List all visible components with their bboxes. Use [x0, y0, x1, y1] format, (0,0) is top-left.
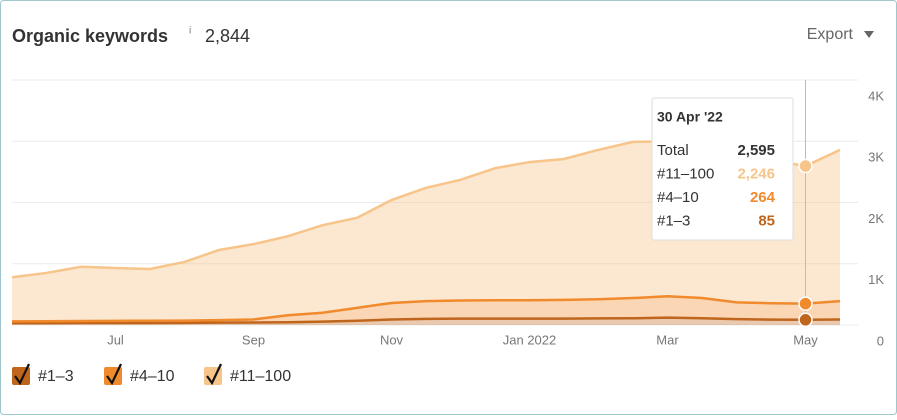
tooltip-value: 85: [758, 212, 775, 229]
series-line: [11, 294, 841, 323]
title: Organic keywords: [12, 26, 168, 46]
y-tick-label: 4K: [868, 88, 884, 103]
tooltip-date: 30 Apr '22: [657, 109, 723, 125]
hover-dot: [798, 312, 813, 328]
export-arrow[interactable]: [864, 31, 874, 38]
checkmark[interactable]: [206, 363, 222, 386]
legend-label[interactable]: #11–100: [230, 368, 291, 385]
tooltip-label: #4–10: [657, 189, 699, 206]
tooltip-label: #11–100: [657, 165, 714, 182]
tooltip-value: 2,595: [737, 142, 775, 159]
info-icon[interactable]: i: [189, 26, 191, 37]
x-tick-label: May: [793, 332, 818, 347]
keyword-count: 2,844: [205, 26, 250, 46]
x-tick-label: Jan 2022: [503, 332, 557, 347]
plot: 0 1K 2K 3K 4K Jul Sep Nov Jan 2022 Mar May 30 Apr '…: [11, 79, 884, 348]
tooltip-label: #1–3: [657, 212, 690, 229]
x-tick-label: Sep: [242, 332, 265, 347]
legend-item[interactable]: #11–100: [204, 363, 291, 386]
legend-item[interactable]: #4–10: [104, 363, 175, 386]
tooltip: [651, 97, 794, 241]
y-tick-label: 0: [877, 333, 884, 348]
hover-dot: [798, 158, 813, 174]
hover-dot: [798, 296, 813, 311]
x-tick-label: Jul: [107, 332, 124, 347]
area-fill: [12, 141, 840, 322]
export-button[interactable]: Export: [807, 26, 854, 43]
legend-item[interactable]: #1–3: [12, 363, 74, 386]
y-tick-label: 3K: [868, 150, 884, 165]
area-fill: [12, 296, 840, 324]
checkmark[interactable]: [106, 363, 122, 386]
series-line: [12, 316, 841, 325]
y-tick-label: 2K: [868, 211, 884, 226]
legend-label[interactable]: #1–3: [38, 368, 74, 385]
tooltip-label: Total: [657, 142, 689, 159]
y-tick-label: 1K: [868, 272, 884, 287]
x-tick-label: Nov: [380, 332, 404, 347]
checkmark[interactable]: [14, 363, 30, 386]
x-tick-label: Mar: [656, 332, 679, 347]
legend-label[interactable]: #4–10: [130, 368, 175, 385]
tooltip-value: 264: [750, 189, 776, 206]
tooltip-value: 2,246: [737, 165, 775, 182]
